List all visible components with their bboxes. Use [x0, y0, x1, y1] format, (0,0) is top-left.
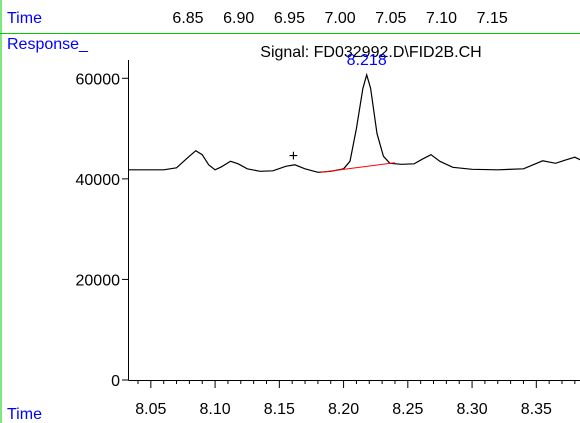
- y-tick-label: 60000: [76, 71, 121, 88]
- top-tick-label: 6.85: [172, 10, 203, 27]
- y-tick-label: 40000: [76, 172, 121, 189]
- top-tick-label: 7.00: [325, 10, 356, 27]
- top-tick-label: 6.95: [274, 10, 305, 27]
- response-label: Response_: [7, 36, 89, 53]
- bottom-time-label: Time: [7, 406, 42, 423]
- x-tick-label: 8.30: [456, 401, 487, 418]
- top-time-label: Time: [7, 10, 42, 27]
- x-tick-label: 8.10: [200, 401, 231, 418]
- signal-title: Signal: FD032992.D\FID2B.CH: [260, 44, 481, 61]
- top-time-ticks: 6.85 6.90 6.95 7.00 7.05 7.10 7.15: [172, 10, 507, 27]
- x-tick-label: 8.35: [521, 401, 552, 418]
- top-tick-label: 7.05: [375, 10, 406, 27]
- x-tick-label: 8.25: [392, 401, 423, 418]
- x-tick-label: 8.05: [135, 401, 166, 418]
- x-tick-label: 8.20: [328, 401, 359, 418]
- y-tick-label: 0: [111, 373, 120, 390]
- integration-baseline: [320, 162, 396, 173]
- peak-label: 8.218: [347, 52, 387, 69]
- top-tick-label: 7.15: [477, 10, 508, 27]
- y-axis-ticks: 0 20000 40000 60000: [76, 71, 129, 390]
- x-tick-label: 8.15: [264, 401, 295, 418]
- top-tick-label: 6.90: [223, 10, 254, 27]
- y-tick-label: 20000: [76, 272, 121, 289]
- x-axis-ticks: 8.05 8.10 8.15 8.20 8.25 8.30 8.35: [135, 380, 576, 418]
- top-tick-label: 7.10: [426, 10, 457, 27]
- signal-trace: [129, 72, 580, 173]
- peak-start-marker: +: [289, 148, 298, 165]
